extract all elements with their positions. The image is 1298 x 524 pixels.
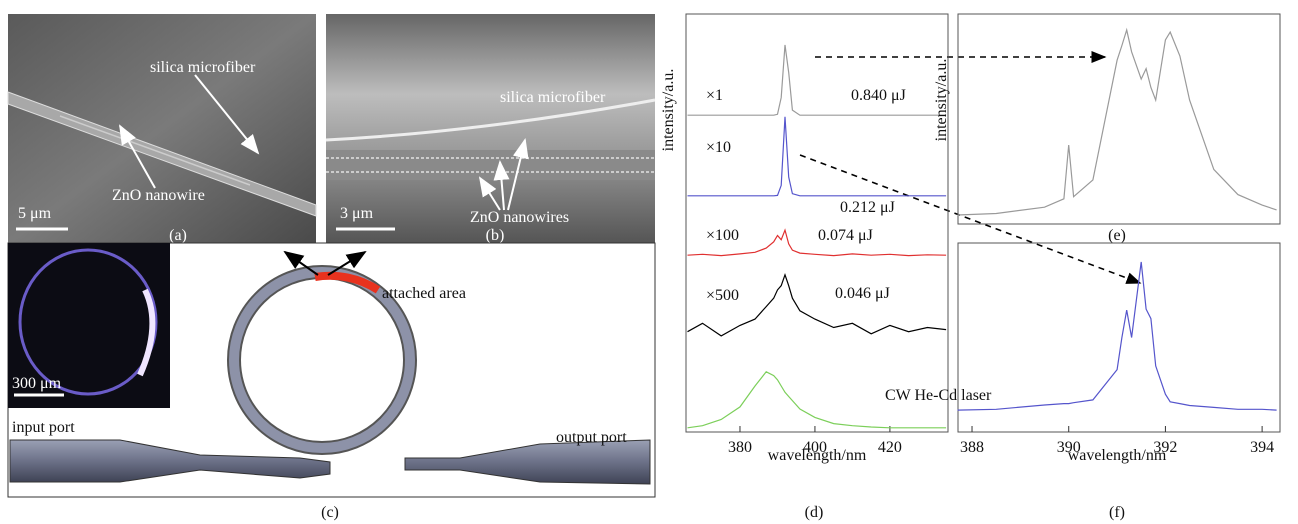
scale-label: 300 μm	[12, 375, 62, 392]
arrow	[493, 160, 510, 211]
ring-glow	[18, 248, 158, 396]
panel-label: (f)	[1109, 504, 1125, 521]
plot-frame	[957, 13, 1281, 225]
plot-frame	[685, 13, 949, 433]
label: silica microfiber	[150, 59, 256, 76]
energy-label: 0.840 μJ	[851, 87, 906, 104]
series-label: ×10	[706, 139, 731, 156]
series-label: ×100	[706, 227, 739, 244]
panel-label: (b)	[486, 227, 505, 244]
panel-label: (a)	[169, 227, 187, 244]
microfiber	[7, 91, 317, 217]
panel-label: (e)	[1108, 227, 1126, 244]
label: ZnO nanowires	[470, 209, 569, 226]
x-tick-label: 390	[1057, 439, 1081, 456]
nanowire-band	[326, 150, 655, 180]
label: ZnO nanowire	[112, 187, 205, 204]
spectrum	[687, 272, 947, 337]
y-axis-label: intensity/a.u.	[933, 59, 950, 142]
x-tick-label: 380	[728, 439, 752, 456]
arrow	[283, 250, 319, 276]
x-tick-label: 400	[803, 439, 827, 456]
x-tick-label: 388	[960, 439, 984, 456]
x-axis-label: wavelength/nm	[768, 447, 867, 464]
panel-a: silica microfiber ZnO nanowire 5 μm (a)	[7, 14, 317, 244]
label: attached area	[382, 285, 466, 302]
x-axis-label: wavelength/nm	[1068, 447, 1167, 464]
spectrum	[687, 116, 947, 197]
attached-area	[314, 271, 381, 294]
sem-image-b	[326, 14, 655, 243]
label: output port	[556, 429, 627, 446]
panel-b: silica microfiber ZnO nanowires 3 μm (b)	[325, 14, 656, 244]
panel-label: (c)	[321, 504, 339, 521]
link-arrow	[799, 154, 1142, 284]
x-tick-label: 420	[878, 439, 902, 456]
series-label: ×500	[706, 287, 739, 304]
spectrum	[957, 261, 1277, 411]
nanowire	[59, 115, 251, 186]
label: silica microfiber	[500, 89, 606, 106]
edge	[325, 98, 656, 142]
y-axis-label: intensity/a.u.	[660, 69, 677, 152]
arrow	[478, 176, 501, 211]
spectrum	[687, 371, 947, 429]
panel-label: (d)	[805, 504, 824, 521]
inset-image	[8, 243, 170, 408]
ring	[229, 267, 415, 453]
arrow	[507, 138, 529, 211]
scale-label: 5 μm	[18, 205, 52, 222]
arrow	[194, 74, 260, 155]
energy-label: 0.212 μJ	[840, 199, 895, 216]
label: input port	[12, 419, 75, 436]
emission	[137, 288, 156, 377]
x-tick-label: 394	[1250, 439, 1274, 456]
output-taper	[404, 439, 651, 485]
series-label: ×1	[706, 87, 723, 104]
spectrum	[687, 228, 947, 257]
sem-image-a	[8, 14, 316, 243]
plot-frame	[957, 242, 1281, 433]
series-label: CW He-Cd laser	[885, 387, 992, 404]
energy-label: 0.046 μJ	[835, 285, 890, 302]
panel-c: 300 μm attached area input port output p…	[7, 242, 656, 521]
spectrum	[687, 44, 947, 116]
arrow	[119, 124, 156, 189]
input-taper	[9, 439, 331, 483]
arrow	[327, 250, 367, 276]
energy-label: 0.074 μJ	[818, 227, 873, 244]
scale-label: 3 μm	[340, 205, 374, 222]
x-tick-label: 392	[1153, 439, 1177, 456]
spectrum	[957, 27, 1277, 216]
